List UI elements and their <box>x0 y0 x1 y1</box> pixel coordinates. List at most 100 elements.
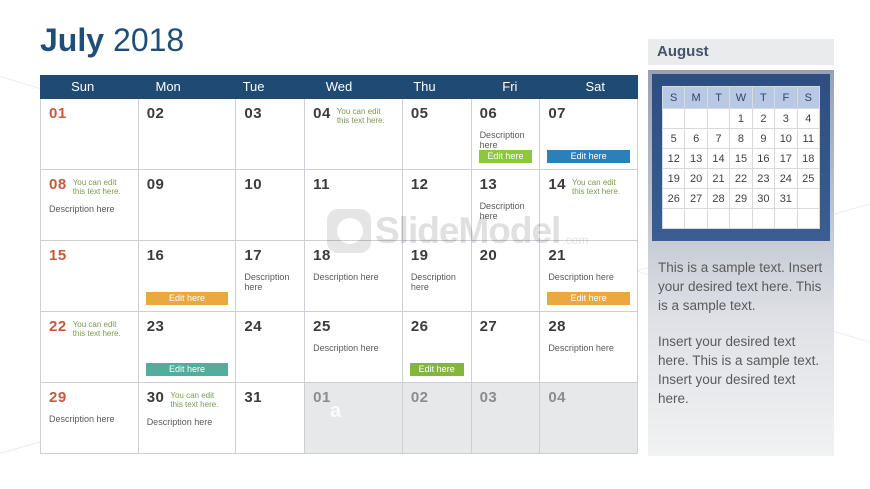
mini-week-row <box>661 208 821 229</box>
day-number: 20 <box>479 247 498 264</box>
day-cell-14[interactable]: 14 You can edit this text here. <box>540 170 638 241</box>
mini-day: 25 <box>796 168 821 189</box>
mini-day: 2 <box>751 108 776 129</box>
day-cell-19[interactable]: 19 Description here <box>402 241 472 312</box>
day-cell-03[interactable]: 03 <box>236 99 306 170</box>
day-number: 04 <box>548 389 566 406</box>
edit-note: You can edit this text here. <box>72 320 121 338</box>
mini-day <box>661 108 686 129</box>
day-number: 13 <box>479 176 498 193</box>
day-cell-15[interactable]: 15 <box>41 241 139 312</box>
mini-day: 26 <box>661 188 686 209</box>
edit-here-button[interactable]: Edit here <box>145 292 229 305</box>
mini-day: 1 <box>729 108 753 129</box>
mini-day <box>796 208 821 229</box>
day-number: 01 <box>49 105 67 122</box>
calendar-grid: 01 02 03 04 You can edit this text here.… <box>40 99 638 454</box>
mini-day: 23 <box>751 168 776 189</box>
day-cell-22[interactable]: 22 You can edit this text here. <box>41 312 139 383</box>
day-cell-17[interactable]: 17 Description here <box>236 241 306 312</box>
mini-day: 18 <box>796 148 821 169</box>
day-cell-02[interactable]: 02 <box>138 99 237 170</box>
next-month-cell-01[interactable]: 01 <box>305 383 403 454</box>
edit-here-button[interactable]: Edit here <box>409 363 464 376</box>
mini-day: 11 <box>796 128 821 149</box>
edit-here-button[interactable]: Edit here <box>547 292 630 305</box>
day-number: 31 <box>244 389 263 406</box>
weekday-tue: Tue <box>242 79 265 94</box>
mini-week-row: 1 2 3 4 <box>661 108 821 129</box>
day-number: 07 <box>548 105 566 122</box>
day-cell-05[interactable]: 05 <box>402 99 472 170</box>
day-cell-07[interactable]: 07 Edit here <box>540 99 638 170</box>
mini-day <box>661 208 686 229</box>
day-cell-27[interactable]: 27 <box>471 312 541 383</box>
mini-day: 5 <box>661 128 686 149</box>
day-cell-09[interactable]: 09 <box>138 170 237 241</box>
day-cell-06[interactable]: 06 Description here Edit here <box>471 99 541 170</box>
day-number: 09 <box>146 176 165 193</box>
day-number: 03 <box>479 389 498 406</box>
mini-weekday: T <box>751 86 776 109</box>
day-cell-21[interactable]: 21 Description here Edit here <box>540 241 638 312</box>
mini-day: 24 <box>774 168 798 189</box>
day-cell-26[interactable]: 26 Edit here <box>402 312 472 383</box>
day-number: 15 <box>49 247 67 264</box>
weekday-wed: Wed <box>325 79 353 94</box>
day-cell-04[interactable]: 04 You can edit this text here. <box>305 99 403 170</box>
next-month-cell-03[interactable]: 03 <box>471 383 541 454</box>
edit-note: You can edit this text here. <box>170 391 219 409</box>
day-number: 02 <box>146 105 165 122</box>
day-number: 04 <box>313 105 331 122</box>
description-text: Description here <box>410 272 456 292</box>
day-cell-01[interactable]: 01 <box>41 99 139 170</box>
mini-day <box>684 108 708 129</box>
day-number: 06 <box>479 105 498 122</box>
day-cell-29[interactable]: 29 Description here <box>41 383 139 454</box>
weekday-header-row: Sun Mon Tue Wed Thu Fri Sat <box>40 75 638 99</box>
day-cell-11[interactable]: 11 <box>305 170 403 241</box>
day-cell-25[interactable]: 25 Description here <box>305 312 403 383</box>
mini-day <box>751 208 776 229</box>
day-number: 30 <box>146 389 165 406</box>
edit-note: You can edit this text here. <box>336 107 385 125</box>
description-text: Description here <box>548 343 614 353</box>
day-cell-16[interactable]: 16 Edit here <box>138 241 237 312</box>
mini-day: 10 <box>774 128 798 149</box>
mini-day: 31 <box>774 188 798 209</box>
day-cell-30[interactable]: 30 You can edit this text here. Descript… <box>138 383 237 454</box>
day-number: 25 <box>313 318 331 335</box>
next-month-cell-02[interactable]: 02 <box>402 383 472 454</box>
description-text: Description here <box>313 272 379 282</box>
day-cell-12[interactable]: 12 <box>402 170 472 241</box>
mini-day: 21 <box>706 168 731 189</box>
mini-day <box>796 188 821 209</box>
day-cell-28[interactable]: 28 Description here <box>540 312 638 383</box>
mini-calendar-frame: S M T W T F S 1 2 <box>652 74 830 241</box>
day-cell-08[interactable]: 08 You can edit this text here. Descript… <box>41 170 139 241</box>
edit-here-button[interactable]: Edit here <box>547 150 630 163</box>
edit-here-button[interactable]: Edit here <box>145 363 229 376</box>
next-month-cell-04[interactable]: 04 <box>540 383 638 454</box>
day-cell-13[interactable]: 13 Description here <box>471 170 541 241</box>
day-number: 11 <box>313 176 330 193</box>
edit-here-button[interactable]: Edit here <box>478 150 533 163</box>
day-cell-23[interactable]: 23 Edit here <box>138 312 237 383</box>
mini-week-row: 19 20 21 22 23 24 25 <box>661 168 821 189</box>
day-cell-31[interactable]: 31 <box>236 383 306 454</box>
day-cell-24[interactable]: 24 <box>236 312 306 383</box>
day-number: 28 <box>548 318 566 335</box>
day-number: 10 <box>244 176 263 193</box>
mini-day: 16 <box>751 148 776 169</box>
day-cell-20[interactable]: 20 <box>471 241 541 312</box>
mini-day <box>684 208 708 229</box>
day-cell-10[interactable]: 10 <box>236 170 306 241</box>
mini-day: 9 <box>751 128 776 149</box>
mini-day: 28 <box>706 188 731 209</box>
day-number: 18 <box>313 247 331 264</box>
day-cell-18[interactable]: 18 Description here <box>305 241 403 312</box>
mini-day: 12 <box>661 148 686 169</box>
mini-day <box>706 208 731 229</box>
mini-day: 22 <box>729 168 753 189</box>
